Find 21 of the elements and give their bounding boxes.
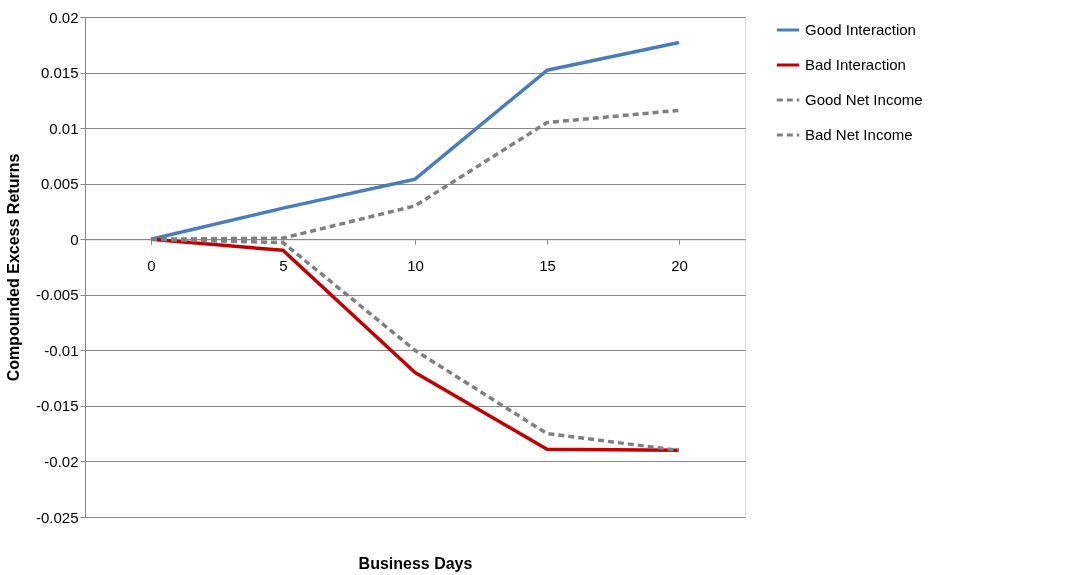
- y-tick-label: -0.01: [44, 341, 79, 359]
- x-tick-label: 10: [407, 256, 424, 274]
- y-tick-label: -0.015: [35, 397, 79, 415]
- legend-label: Bad Net Income: [805, 126, 913, 143]
- y-tick-label: -0.005: [35, 286, 79, 304]
- legend-label: Bad Interaction: [805, 56, 906, 73]
- y-tick-label: -0.025: [35, 508, 79, 526]
- x-tick-label: 20: [671, 256, 688, 274]
- y-tick-label: -0.02: [44, 452, 79, 470]
- x-tick-label: 0: [147, 256, 156, 274]
- legend-label: Good Net Income: [805, 91, 923, 108]
- y-tick-label: 0: [70, 230, 79, 248]
- y-axis-title: Compounded Excess Returns: [4, 153, 22, 382]
- y-tick-label: 0.005: [40, 175, 79, 193]
- x-tick-label: 15: [539, 256, 556, 274]
- x-tick-label: 5: [279, 256, 288, 274]
- y-tick-label: 0.02: [49, 8, 79, 26]
- y-tick-label: 0.015: [40, 64, 79, 82]
- x-axis-title: Business Days: [358, 554, 473, 572]
- legend-label: Good Interaction: [805, 21, 916, 38]
- y-tick-label: 0.01: [49, 119, 79, 137]
